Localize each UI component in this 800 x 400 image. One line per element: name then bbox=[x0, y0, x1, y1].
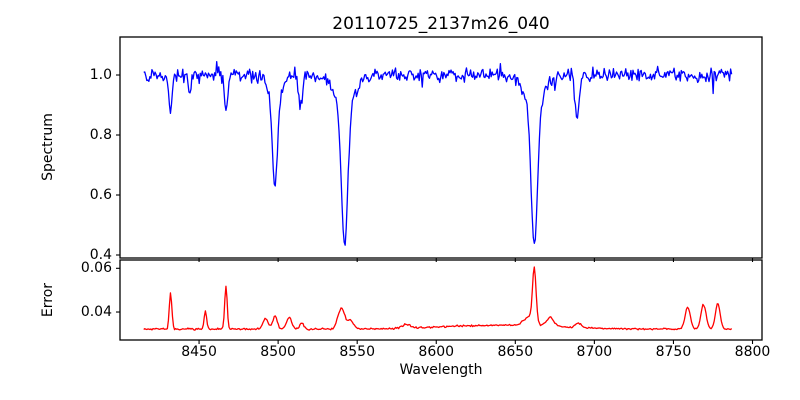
error-panel-frame bbox=[119, 259, 763, 341]
x-tick-label: 8800 bbox=[734, 344, 771, 360]
x-tick-label: 8650 bbox=[497, 344, 534, 360]
x-tick-label: 8600 bbox=[418, 344, 455, 360]
x-tick-label: 8750 bbox=[655, 344, 692, 360]
x-tick-label: 8700 bbox=[576, 344, 613, 360]
y-axis-label-error: Error bbox=[40, 282, 56, 318]
error-line bbox=[143, 266, 733, 331]
error-y-tick-label: 0.04 bbox=[80, 303, 112, 320]
error-y-tick-label: 0.06 bbox=[80, 259, 112, 276]
spectrum-y-tick-label: 0.4 bbox=[89, 246, 112, 263]
spectrum-y-tick-label: 0.8 bbox=[89, 126, 112, 143]
x-tick-label: 8500 bbox=[260, 344, 296, 360]
spectrum-y-tick-label: 1.0 bbox=[89, 66, 112, 83]
x-tick-label: 8450 bbox=[181, 344, 217, 360]
x-axis-label: Wavelength bbox=[399, 362, 483, 378]
spectrum-line bbox=[143, 60, 733, 246]
spectrum-y-tick-label: 0.6 bbox=[89, 186, 112, 203]
chart-title: 20110725_2137m26_040 bbox=[332, 14, 550, 34]
x-tick-label: 8550 bbox=[339, 344, 375, 360]
spectrum-panel-frame bbox=[119, 36, 763, 259]
